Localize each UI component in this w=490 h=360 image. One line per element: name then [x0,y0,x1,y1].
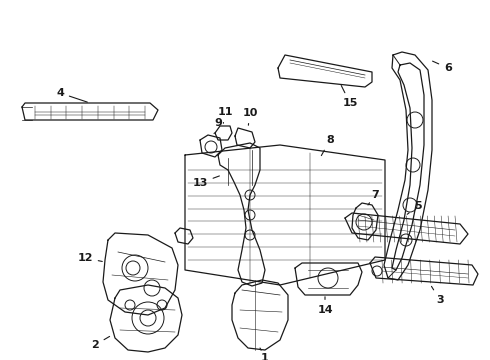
Text: 10: 10 [243,108,258,125]
Text: 3: 3 [432,286,444,305]
Text: 2: 2 [91,336,110,350]
Text: 11: 11 [217,107,233,123]
Text: 7: 7 [368,190,379,205]
Text: 12: 12 [77,253,102,263]
Text: 15: 15 [341,85,358,108]
Text: 4: 4 [56,88,87,102]
Text: 6: 6 [433,61,452,73]
Text: 5: 5 [407,201,422,214]
Text: 1: 1 [260,348,269,360]
Text: 9: 9 [214,118,222,134]
Text: 13: 13 [192,176,220,188]
Text: 8: 8 [321,135,334,156]
Text: 14: 14 [317,297,333,315]
